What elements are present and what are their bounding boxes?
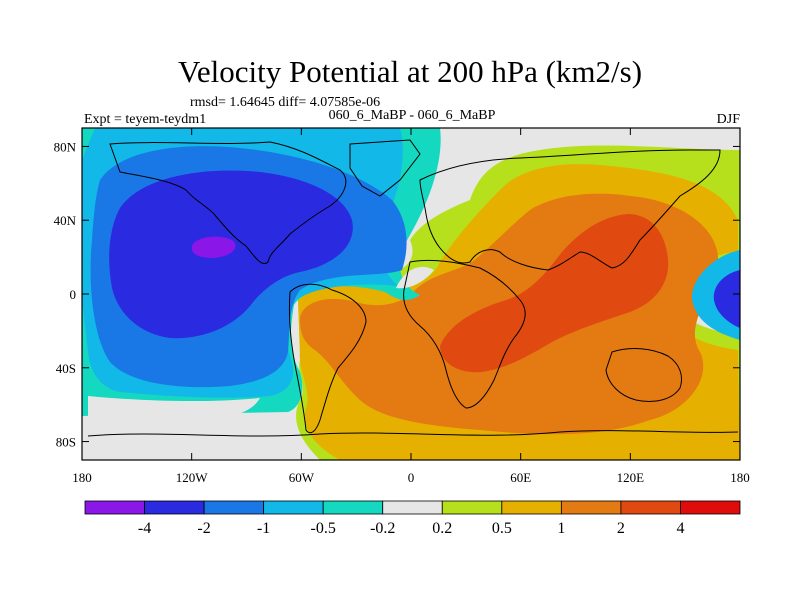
colorbar-label: 1 — [557, 520, 565, 537]
region-negative-2 — [109, 170, 353, 339]
colorbar-swatch — [322, 500, 384, 515]
colorbar-swatch — [680, 500, 741, 515]
region-positive-2 — [440, 214, 669, 373]
y-tick-label: 80S — [56, 435, 76, 450]
x-tick-label: 180 — [72, 470, 92, 485]
coast-africa — [403, 259, 526, 409]
x-tick-label: 60W — [289, 470, 315, 485]
colorbar-swatch — [203, 500, 265, 515]
region-positive-2-inner — [345, 339, 388, 372]
coast-australia — [605, 348, 682, 402]
y-tick-label: 40N — [54, 213, 77, 228]
colorbar-swatch — [84, 500, 145, 515]
x-tick-label: 120W — [176, 470, 209, 485]
contour-field — [82, 128, 740, 460]
region-south-pale — [88, 396, 260, 420]
colorbar-swatch — [620, 500, 681, 515]
colorbar-swatch — [441, 500, 503, 515]
stats-line: rmsd= 1.64645 diff= 4.07585e-06 — [190, 95, 380, 110]
coast-antarctica — [87, 430, 739, 437]
colorbar-label: -0.2 — [370, 520, 395, 537]
y-axis: 80N 40N 0 40S 80S — [54, 139, 740, 450]
y-tick-label: 80N — [54, 139, 77, 154]
colorbar-label: 2 — [617, 520, 625, 537]
coast-greenland — [349, 139, 421, 197]
colorbar-label: -1 — [257, 520, 270, 537]
x-axis: 180 120W 60W 0 60E 120E 180 — [72, 128, 750, 485]
coast-europe-asia — [419, 149, 721, 271]
colorbar-label: -2 — [197, 520, 210, 537]
chart-title: Velocity Potential at 200 hPa (km2/s) — [178, 54, 642, 89]
x-tick-label: 0 — [408, 470, 415, 485]
region-negative-east-2 — [713, 270, 740, 328]
y-tick-label: 0 — [70, 287, 77, 302]
y-tick-label: 40S — [56, 361, 76, 376]
x-tick-label: 60E — [510, 470, 531, 485]
colorbar-swatch — [382, 500, 443, 515]
colorbar-swatch — [263, 500, 324, 515]
colorbar: -4 -2 -1 -0.5 -0.2 0.2 0.5 1 2 4 — [84, 500, 741, 537]
colorbar-swatch — [501, 500, 562, 515]
colorbar-label: -4 — [138, 520, 151, 537]
coastlines — [87, 139, 739, 437]
season-label: DJF — [717, 112, 741, 127]
colorbar-label: 4 — [676, 520, 684, 537]
colorbar-label: -0.5 — [311, 520, 336, 537]
colorbar-label: 0.5 — [492, 520, 512, 537]
comparison-label: 060_6_MaBP - 060_6_MaBP — [329, 108, 496, 123]
colorbar-swatch — [560, 500, 622, 515]
coast-north-america — [109, 141, 347, 264]
colorbar-swatch — [144, 500, 205, 515]
x-tick-label: 120E — [617, 470, 645, 485]
experiment-label: Expt = teyem-teydm1 — [84, 112, 206, 127]
region-negative-4 — [191, 236, 236, 258]
x-tick-label: 180 — [730, 470, 750, 485]
colorbar-label: 0.2 — [432, 520, 452, 537]
coast-south-america — [288, 283, 367, 434]
